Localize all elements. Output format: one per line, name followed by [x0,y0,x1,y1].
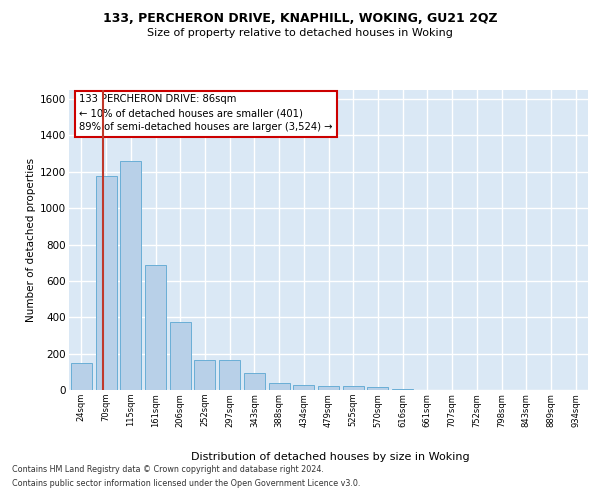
Text: Distribution of detached houses by size in Woking: Distribution of detached houses by size … [191,452,469,462]
Bar [392,388,413,390]
Text: 133, PERCHERON DRIVE, KNAPHILL, WOKING, GU21 2QZ: 133, PERCHERON DRIVE, KNAPHILL, WOKING, … [103,12,497,26]
Text: 133 PERCHERON DRIVE: 86sqm
← 10% of detached houses are smaller (401)
89% of sem: 133 PERCHERON DRIVE: 86sqm ← 10% of deta… [79,94,333,132]
Y-axis label: Number of detached properties: Number of detached properties [26,158,36,322]
Bar [95,176,116,390]
Bar [244,372,265,390]
Bar [219,360,240,390]
Bar [71,362,92,390]
Bar [145,264,166,390]
Text: Size of property relative to detached houses in Woking: Size of property relative to detached ho… [147,28,453,38]
Bar [293,384,314,390]
Bar [367,386,388,390]
Bar [170,322,191,390]
Bar [269,382,290,390]
Text: Contains public sector information licensed under the Open Government Licence v3: Contains public sector information licen… [12,479,361,488]
Bar [318,386,339,390]
Bar [120,161,141,390]
Bar [343,386,364,390]
Bar [194,360,215,390]
Text: Contains HM Land Registry data © Crown copyright and database right 2024.: Contains HM Land Registry data © Crown c… [12,466,324,474]
